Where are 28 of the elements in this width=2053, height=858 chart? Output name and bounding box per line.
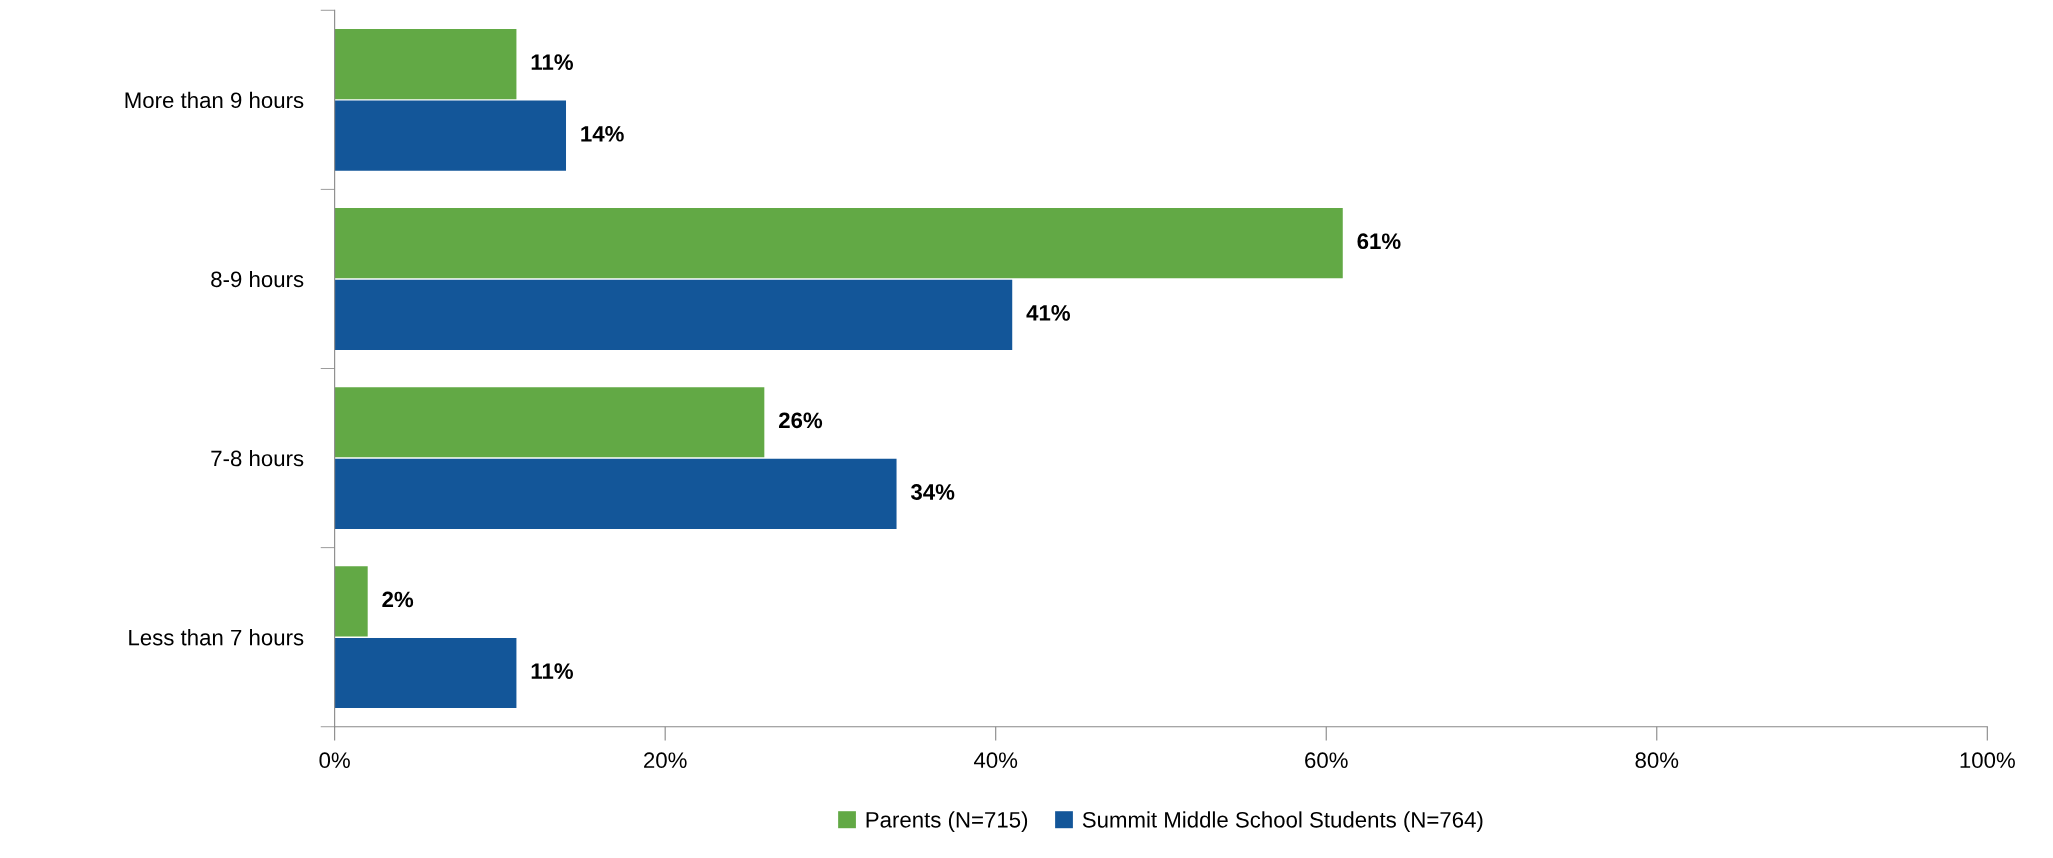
bar (334, 566, 368, 637)
legend-label: Parents (N=715) (866, 811, 1028, 833)
data-label: 41% (1026, 305, 1071, 321)
x-tick-label: 80% (1635, 752, 1679, 769)
legend-label: Summit Middle School Students (N=764) (1082, 811, 1483, 833)
y-tick-label: 7-8 hours (211, 450, 304, 467)
data-label: 11% (531, 54, 573, 70)
x-tick-label: 0% (319, 752, 350, 769)
bar (334, 279, 1013, 350)
data-label: 2% (382, 591, 414, 608)
bar (334, 458, 897, 529)
bar (334, 387, 765, 458)
data-label: 26% (778, 412, 823, 429)
x-tick-label: 40% (973, 752, 1018, 769)
bar (334, 28, 517, 100)
bar (334, 637, 517, 709)
y-tick-label: 8-9 hours (211, 270, 304, 288)
data-label: 11% (531, 663, 573, 679)
x-tick-label: 20% (644, 752, 687, 769)
y-tick-label: More than 9 hours (125, 91, 304, 109)
data-label: 14% (581, 125, 624, 142)
bar (334, 100, 567, 171)
x-tick-label: 100% (1960, 752, 2015, 769)
data-label: 61% (1357, 233, 1401, 250)
x-tick-label: 60% (1305, 752, 1348, 769)
y-tick-label: Less than 7 hours (129, 629, 304, 646)
bar (334, 208, 1343, 279)
data-label: 34% (910, 484, 955, 500)
